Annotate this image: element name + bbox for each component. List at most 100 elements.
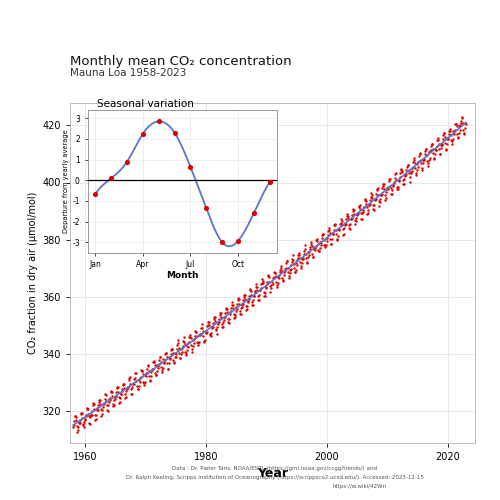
Point — [182, 348, 190, 356]
Point — [393, 182, 401, 190]
Point — [285, 274, 293, 282]
Point — [221, 310, 229, 318]
Point — [69, 422, 77, 430]
Point — [336, 220, 344, 228]
Point — [283, 257, 291, 265]
Point — [388, 186, 396, 194]
Point — [314, 246, 322, 254]
Point — [154, 362, 162, 370]
Point — [236, 310, 244, 318]
Point — [112, 395, 120, 403]
Point — [104, 406, 112, 414]
Point — [118, 384, 126, 392]
Point — [140, 379, 148, 387]
Point — [142, 369, 150, 377]
Point — [400, 175, 408, 183]
Point — [216, 308, 224, 316]
Point — [442, 139, 450, 147]
Point — [278, 276, 286, 283]
Point — [186, 163, 194, 171]
Point — [88, 402, 96, 409]
Point — [404, 166, 412, 173]
Point — [172, 348, 179, 356]
Point — [268, 278, 276, 286]
Point — [162, 348, 170, 356]
Point — [360, 203, 368, 211]
Point — [294, 254, 302, 262]
Point — [100, 400, 108, 408]
Point — [370, 206, 378, 214]
Point — [264, 278, 272, 285]
Point — [330, 230, 338, 237]
Point — [239, 300, 247, 308]
Point — [436, 150, 444, 158]
Point — [75, 419, 83, 427]
Point — [327, 240, 335, 248]
Point — [292, 266, 300, 274]
Point — [126, 380, 134, 388]
Point — [420, 156, 428, 164]
Point — [175, 344, 183, 352]
Text: Mauna Loa 1958-2023: Mauna Loa 1958-2023 — [70, 68, 186, 78]
Point — [426, 154, 434, 162]
Point — [424, 162, 432, 170]
Point — [402, 170, 410, 177]
Point — [370, 200, 378, 208]
Point — [324, 232, 332, 239]
Point — [219, 318, 227, 326]
Point — [448, 140, 456, 148]
Point — [81, 416, 89, 424]
Point — [311, 246, 319, 254]
Point — [118, 387, 126, 395]
Point — [270, 269, 278, 277]
Point — [79, 422, 87, 430]
Point — [109, 400, 117, 408]
Point — [82, 405, 90, 413]
Point — [171, 353, 179, 361]
Point — [80, 418, 88, 426]
Point — [158, 364, 166, 372]
Point — [272, 272, 280, 280]
Point — [87, 410, 95, 418]
Point — [249, 300, 257, 308]
Point — [307, 240, 315, 248]
Point — [442, 146, 450, 154]
Point — [330, 220, 338, 228]
Point — [104, 402, 112, 409]
Point — [143, 365, 151, 373]
Point — [462, 118, 469, 126]
Point — [288, 255, 296, 263]
Point — [418, 164, 426, 172]
Point — [384, 182, 392, 190]
Point — [208, 322, 216, 330]
Point — [396, 170, 404, 177]
Point — [116, 394, 124, 402]
Point — [217, 314, 225, 322]
Point — [159, 356, 167, 364]
Point — [271, 269, 279, 277]
Point — [222, 305, 230, 313]
Point — [255, 296, 263, 304]
Point — [216, 309, 224, 317]
Point — [78, 408, 86, 416]
Point — [154, 364, 162, 372]
Point — [72, 414, 80, 422]
Point — [445, 130, 453, 138]
Point — [400, 180, 407, 188]
Point — [406, 178, 413, 186]
Point — [424, 158, 432, 166]
Point — [434, 136, 442, 144]
Point — [346, 220, 354, 228]
Point — [167, 346, 175, 354]
Point — [366, 192, 374, 200]
Point — [264, 270, 272, 278]
Point — [238, 300, 246, 308]
Point — [162, 348, 170, 356]
Point — [430, 150, 438, 158]
Point — [212, 330, 220, 338]
Point — [128, 390, 136, 398]
Point — [108, 388, 116, 396]
Point — [276, 264, 284, 272]
Point — [452, 120, 460, 128]
Point — [459, 118, 467, 126]
